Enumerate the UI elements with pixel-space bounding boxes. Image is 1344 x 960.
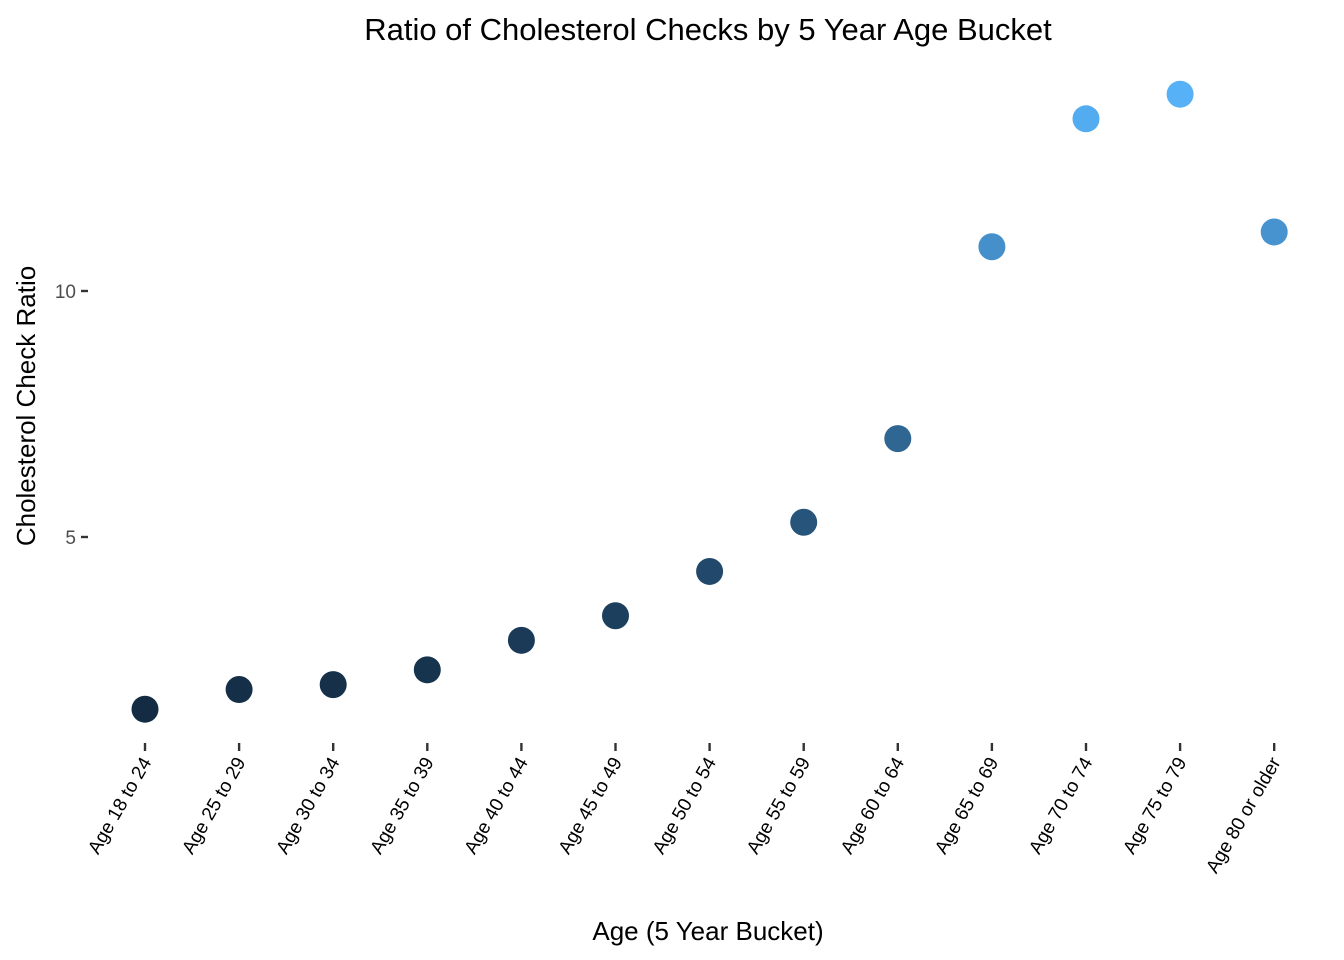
data-point [790, 508, 818, 536]
x-tick-label: Age 60 to 64 [837, 754, 909, 858]
x-tick-label: Age 80 or older [1202, 753, 1285, 877]
x-axis-title: Age (5 Year Bucket) [592, 916, 823, 946]
data-point [884, 425, 912, 453]
x-tick-label: Age 18 to 24 [84, 754, 156, 858]
data-point [225, 676, 253, 704]
x-tick-label: Age 70 to 74 [1025, 754, 1097, 858]
x-tick-label: Age 50 to 54 [649, 754, 721, 858]
y-tick-label: 10 [55, 282, 76, 303]
data-point [978, 233, 1006, 261]
x-tick-label: Age 25 to 29 [178, 754, 250, 858]
x-tick-label: Age 55 to 59 [743, 754, 815, 858]
data-point [602, 602, 629, 630]
data-point [507, 626, 535, 654]
data-point [1072, 105, 1100, 133]
x-tick-label: Age 30 to 34 [272, 754, 344, 858]
x-tick-label: Age 75 to 79 [1119, 754, 1191, 858]
y-axis-title: Cholesterol Check Ratio [11, 266, 41, 546]
y-tick-label: 5 [65, 528, 76, 549]
x-axis: Age 18 to 24 Age 25 to 29 Age 30 to 34 Age … [84, 743, 1286, 877]
chart-title: Ratio of Cholesterol Checks by 5 Year Ag… [364, 12, 1052, 47]
y-axis: 5 10 [55, 282, 88, 549]
data-point [413, 656, 441, 684]
data-points [131, 80, 1288, 723]
x-tick-label: Age 45 to 49 [555, 754, 627, 858]
data-point [696, 557, 724, 585]
x-tick-label: Age 65 to 69 [931, 754, 1003, 858]
data-point [1166, 80, 1194, 108]
x-tick-label: Age 35 to 39 [367, 754, 439, 858]
x-tick-label: Age 40 to 44 [461, 754, 533, 858]
data-point [319, 671, 347, 699]
data-point [1260, 218, 1288, 246]
data-point [131, 695, 159, 723]
